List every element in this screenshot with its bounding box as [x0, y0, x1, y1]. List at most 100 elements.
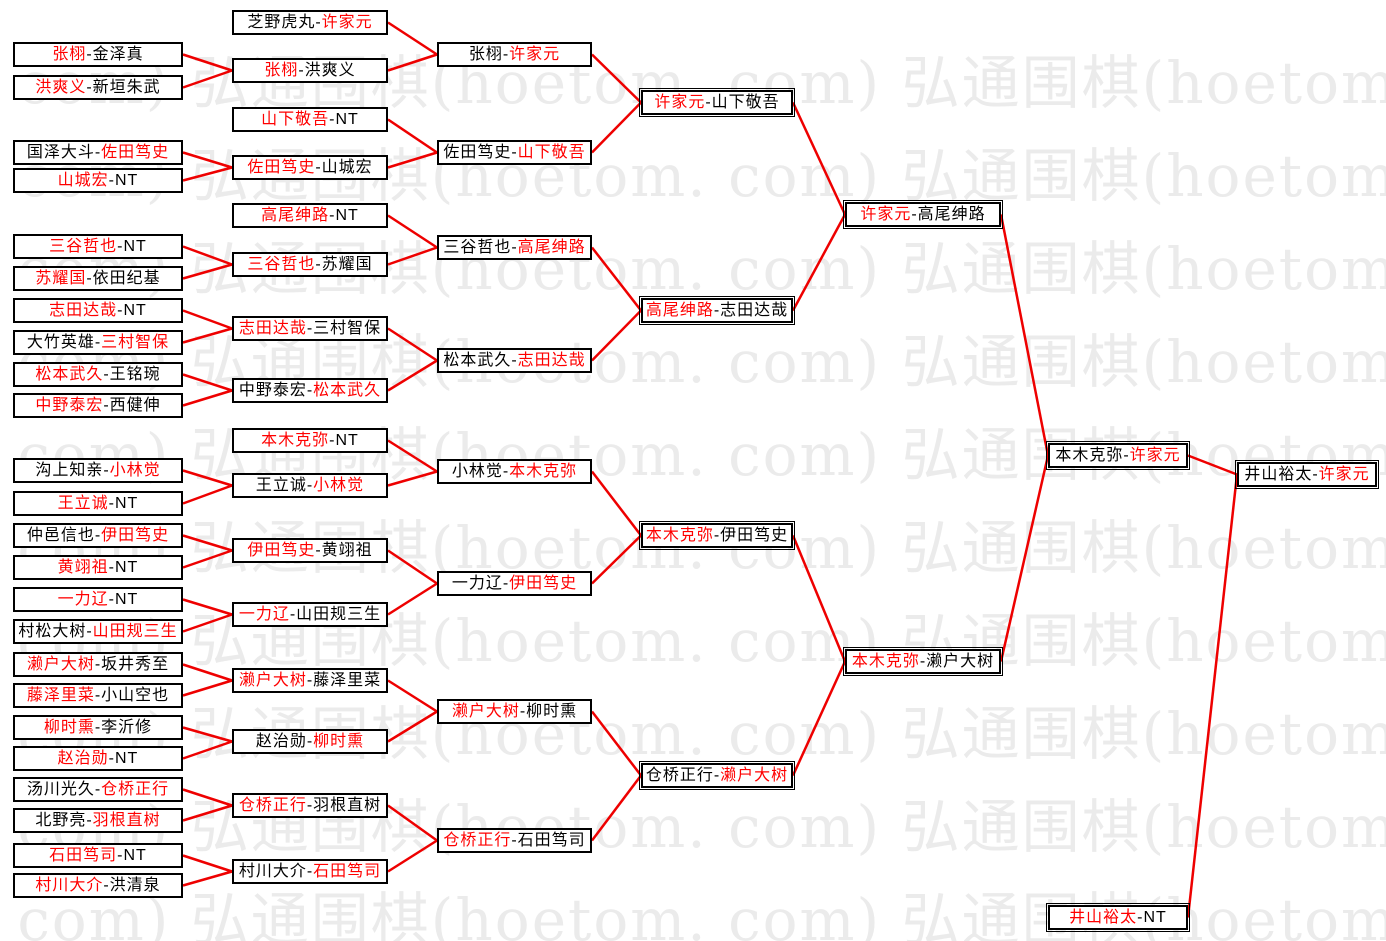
player-right: 藤泽里菜: [313, 672, 382, 689]
match-box: 芝野虎丸 - 许家元: [232, 10, 388, 35]
player-right: NT: [123, 238, 147, 255]
bracket-connector-line: [182, 854, 233, 873]
bracket-connector-line: [999, 455, 1050, 662]
vs-dash: -: [117, 302, 124, 319]
player-right: 仓桥正行: [101, 781, 170, 798]
player-right: 志田达哉: [517, 352, 586, 369]
player-right: 羽根直树: [92, 812, 161, 829]
vs-dash: -: [86, 46, 93, 63]
player-left: 村川大介: [35, 877, 104, 894]
match-box: 松本武久 - 志田达哉: [437, 348, 592, 373]
player-left: 王立诚: [255, 477, 307, 494]
match-box: 本木克弥 - NT: [232, 428, 388, 453]
player-right: 高尾绅路: [517, 239, 586, 256]
player-left: 中野泰宏: [238, 382, 307, 399]
player-left: 村川大介: [238, 863, 307, 880]
player-left: 伊田笃史: [247, 542, 316, 559]
player-right: 濑户大树: [720, 767, 789, 784]
player-left: 松本武久: [443, 352, 512, 369]
player-left: 国泽大斗: [26, 144, 95, 161]
player-right: 本木克弥: [509, 463, 578, 480]
match-box: 汤川光久 - 仓桥正行: [13, 777, 183, 802]
player-right: 伊田笃史: [720, 527, 789, 544]
vs-dash: -: [306, 797, 314, 814]
bracket-connector-line: [591, 309, 642, 362]
vs-dash: -: [306, 672, 314, 689]
match-box: 一力辽 - 伊田笃史: [437, 571, 592, 596]
vs-dash: -: [94, 334, 102, 351]
bracket-connector-line: [182, 726, 233, 743]
bracket-connector-line: [182, 373, 233, 392]
vs-dash: -: [94, 687, 102, 704]
bracket-connector-line: [387, 118, 438, 154]
player-left: 三谷哲也: [247, 256, 316, 273]
player-right: 黄翊祖: [321, 542, 373, 559]
match-box: 仓桥正行 - 羽根直树: [232, 793, 388, 818]
player-right: NT: [115, 591, 139, 608]
bracket-connector-line: [591, 534, 642, 585]
match-box: 伊田笃史 - 黄翊祖: [232, 538, 388, 563]
player-left: 高尾绅路: [645, 302, 714, 319]
match-box: 村川大介 - 石田笃司: [232, 859, 388, 884]
bracket-connector-line: [591, 710, 642, 777]
match-box: 山下敬吾 - NT: [232, 107, 388, 132]
bracket-connector-line: [182, 549, 233, 569]
vs-dash: -: [315, 14, 322, 31]
bracket-connector-line: [387, 804, 438, 842]
player-left: 汤川光久: [26, 781, 95, 798]
match-box: 仓桥正行 - 石田笃司: [437, 828, 592, 853]
match-box: 北野亮 - 羽根直树: [13, 808, 183, 833]
bracket-connector-line: [182, 469, 233, 487]
bracket-connector-line: [591, 53, 642, 104]
player-left: 本木克弥: [1055, 447, 1124, 464]
vs-dash: -: [911, 206, 918, 223]
vs-dash: -: [289, 606, 297, 623]
vs-dash: -: [713, 302, 721, 319]
vs-dash: -: [94, 144, 102, 161]
player-right: 金泽真: [92, 46, 144, 63]
bracket-connector-line: [387, 679, 438, 713]
match-box: 洪爽义 - 新垣朱武: [13, 75, 183, 100]
player-right: 山下敬吾: [517, 144, 586, 161]
vs-dash: -: [315, 256, 322, 273]
match-box: 濑户大树 - 坂井秀至: [13, 652, 183, 677]
vs-dash: -: [86, 812, 93, 829]
vs-dash: -: [511, 352, 518, 369]
player-left: 山下敬吾: [261, 111, 330, 128]
player-right: 山田规三生: [296, 606, 382, 623]
watermark-row: 弘通围棋(hoetom. com) 弘通围棋(hoetom. com) 弘通围棋…: [0, 235, 1386, 303]
player-left: 濑户大树: [26, 656, 95, 673]
match-box: 井山裕太 - 许家元: [1235, 460, 1379, 489]
bracket-connector-line: [182, 327, 233, 344]
bracket-connector-line: [791, 101, 847, 216]
match-box: 濑户大树 - 柳时熏: [437, 699, 592, 724]
bracket-connector-line: [387, 246, 438, 266]
bracket-connector-line: [182, 679, 233, 697]
bracket-connector-line: [387, 21, 438, 56]
match-box: 三谷哲也 - NT: [13, 234, 183, 259]
bracket-connector-line: [591, 101, 642, 154]
bracket-connector-line: [999, 214, 1050, 456]
player-left: 张栩: [52, 46, 87, 63]
bracket-connector-line: [182, 598, 233, 616]
vs-dash: -: [86, 623, 93, 640]
player-left: 山城宏: [57, 172, 109, 189]
player-right: 石田笃司: [313, 863, 382, 880]
bracket-connector-line: [387, 710, 438, 743]
match-box: 小林觉 - 本木克弥: [437, 459, 592, 484]
vs-dash: -: [108, 591, 115, 608]
player-left: 北野亮: [35, 812, 87, 829]
bracket-connector-line: [182, 534, 233, 552]
match-box: 赵治勋 - 柳时熏: [232, 729, 388, 754]
vs-dash: -: [108, 559, 115, 576]
bracket-connector-line: [182, 166, 233, 182]
match-box: 志田达哉 - 三村智保: [232, 316, 388, 341]
player-left: 张栩: [264, 62, 299, 79]
player-left: 仓桥正行: [238, 797, 307, 814]
player-left: 志田达哉: [49, 302, 118, 319]
vs-dash: -: [94, 527, 102, 544]
player-left: 濑户大树: [451, 703, 520, 720]
vs-dash: -: [94, 656, 102, 673]
player-left: 井山裕太: [1244, 466, 1313, 483]
